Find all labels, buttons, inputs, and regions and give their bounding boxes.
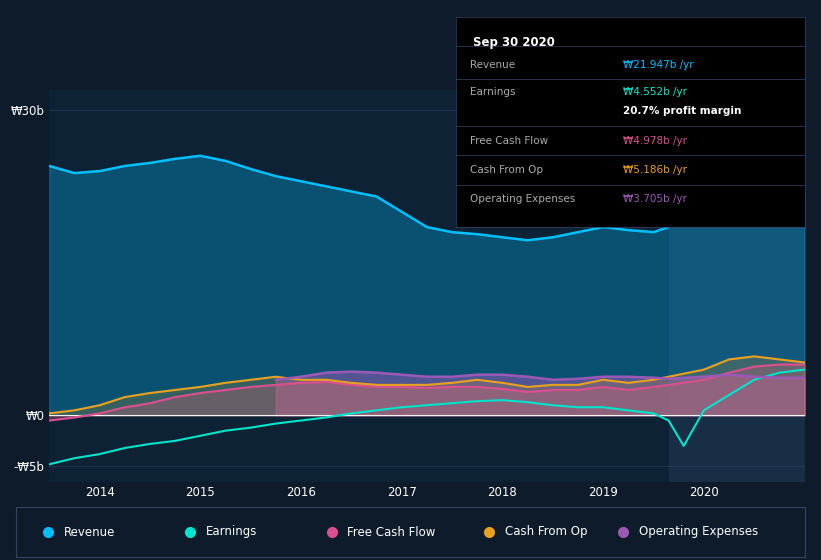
Text: Earnings: Earnings (205, 525, 257, 539)
Text: 20.7% profit margin: 20.7% profit margin (623, 106, 741, 116)
Text: ₩4.552b /yr: ₩4.552b /yr (623, 87, 687, 97)
Text: ₩21.947b /yr: ₩21.947b /yr (623, 60, 694, 70)
Text: Free Cash Flow: Free Cash Flow (347, 525, 436, 539)
Text: ₩3.705b /yr: ₩3.705b /yr (623, 194, 687, 204)
Text: Sep 30 2020: Sep 30 2020 (473, 36, 555, 49)
Text: Earnings: Earnings (470, 87, 515, 97)
Text: Cash From Op: Cash From Op (470, 165, 543, 175)
Text: Revenue: Revenue (64, 525, 115, 539)
Text: ₩4.978b /yr: ₩4.978b /yr (623, 136, 687, 146)
Text: Cash From Op: Cash From Op (505, 525, 588, 539)
Bar (668, 90, 821, 482)
Text: ₩5.186b /yr: ₩5.186b /yr (623, 165, 687, 175)
Text: Revenue: Revenue (470, 60, 515, 70)
Text: Operating Expenses: Operating Expenses (470, 194, 575, 204)
Text: Operating Expenses: Operating Expenses (639, 525, 759, 539)
Text: Free Cash Flow: Free Cash Flow (470, 136, 548, 146)
